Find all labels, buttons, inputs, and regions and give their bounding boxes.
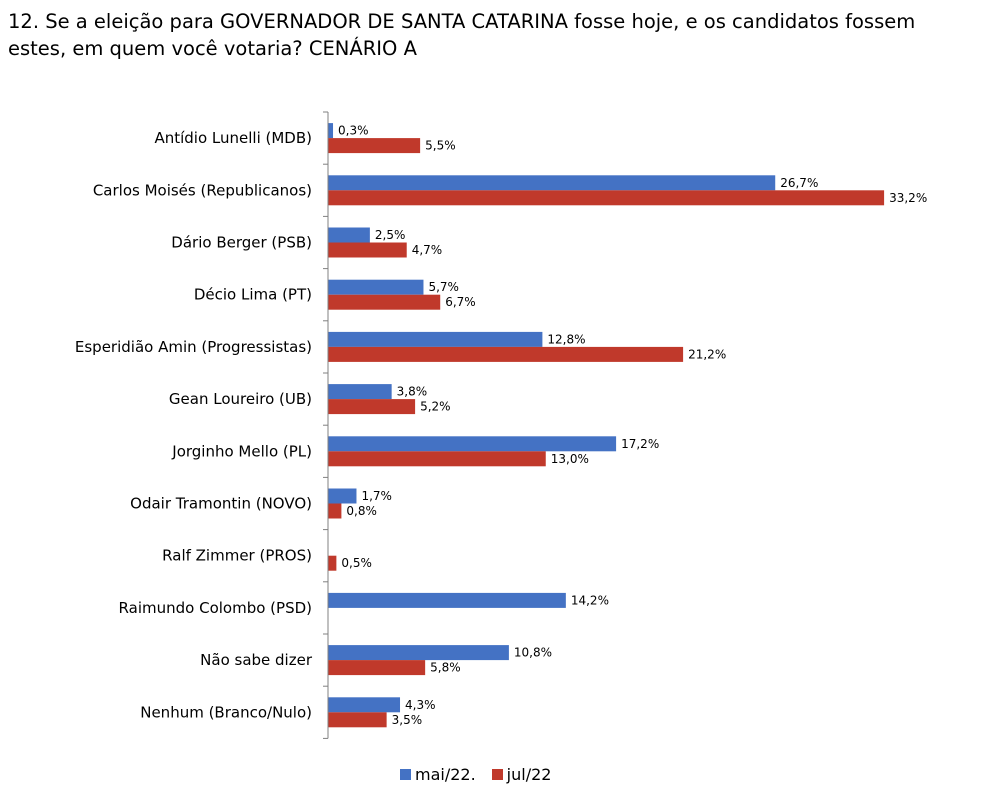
legend-swatch-series-1 <box>400 769 411 780</box>
bar-series-1 <box>328 331 543 347</box>
category-label: Décio Lima (PT) <box>194 286 312 304</box>
bar-series-1 <box>328 175 776 191</box>
bar-series-2 <box>328 190 885 206</box>
data-label: 33,2% <box>889 191 927 205</box>
bar-series-1 <box>328 227 370 243</box>
data-label: 21,2% <box>688 347 726 361</box>
legend-label-series-1: mai/22. <box>415 765 476 784</box>
category-label: Gean Loureiro (UB) <box>169 390 312 408</box>
data-label: 2,5% <box>375 228 406 242</box>
data-label: 26,7% <box>780 176 818 190</box>
data-label: 5,2% <box>420 400 451 414</box>
bar-series-1 <box>328 279 424 295</box>
data-label: 0,5% <box>341 556 372 570</box>
legend-item-series-1: mai/22. <box>400 765 476 784</box>
bar-series-2 <box>328 346 684 362</box>
bar-series-2 <box>328 555 337 571</box>
bar-series-2 <box>328 451 546 467</box>
bar-series-2 <box>328 399 416 415</box>
bar-series-2 <box>328 503 342 519</box>
data-label: 5,8% <box>430 661 461 675</box>
bar-chart: Antídio Lunelli (MDB) 0,3% 5,5% Carlos Mois… <box>75 111 927 739</box>
category-label: Dário Berger (PSB) <box>171 234 312 252</box>
data-label: 1,7% <box>361 489 392 503</box>
data-label: 4,3% <box>405 698 436 712</box>
data-label: 14,2% <box>571 593 609 607</box>
data-label: 0,3% <box>338 124 369 138</box>
category-label: Esperidião Amin (Progressistas) <box>75 338 312 356</box>
data-label: 5,5% <box>425 139 456 153</box>
category-label: Não sabe dizer <box>200 651 313 669</box>
data-label: 12,8% <box>547 332 585 346</box>
data-label: 6,7% <box>445 295 476 309</box>
category-label: Nenhum (Branco/Nulo) <box>140 703 312 721</box>
legend-item-series-2: jul/22 <box>491 765 552 784</box>
chart-title: 12. Se a eleição para GOVERNADOR DE SANT… <box>8 10 916 60</box>
bar-series-1 <box>328 436 617 452</box>
bar-series-2 <box>328 138 421 154</box>
bar-series-2 <box>328 294 441 310</box>
bar-series-1 <box>328 645 509 661</box>
bar-series-1 <box>328 697 401 713</box>
data-label: 3,8% <box>397 385 428 399</box>
data-label: 10,8% <box>514 646 552 660</box>
category-label: Carlos Moisés (Republicanos) <box>93 181 312 199</box>
data-label: 17,2% <box>621 437 659 451</box>
category-label: Raimundo Colombo (PSD) <box>119 599 312 617</box>
legend: mai/22. jul/22 <box>400 765 567 784</box>
data-label: 13,0% <box>551 452 589 466</box>
bar-series-2 <box>328 712 387 728</box>
bar-series-1 <box>328 123 334 139</box>
legend-label-series-2: jul/22 <box>506 765 552 784</box>
data-label: 0,8% <box>346 504 377 518</box>
bar-series-2 <box>328 660 426 676</box>
data-label: 4,7% <box>412 243 443 257</box>
category-label: Odair Tramontin (NOVO) <box>130 495 312 513</box>
bar-series-1 <box>328 488 357 504</box>
legend-swatch-series-2 <box>491 769 503 780</box>
bar-series-2 <box>328 242 407 258</box>
bar-series-1 <box>328 384 392 400</box>
data-label: 5,7% <box>428 280 459 294</box>
category-label: Jorginho Mello (PL) <box>171 442 312 460</box>
bar-series-1 <box>328 592 566 608</box>
data-label: 3,5% <box>392 713 423 727</box>
category-label: Antídio Lunelli (MDB) <box>154 129 312 147</box>
category-label: Ralf Zimmer (PROS) <box>162 547 312 565</box>
